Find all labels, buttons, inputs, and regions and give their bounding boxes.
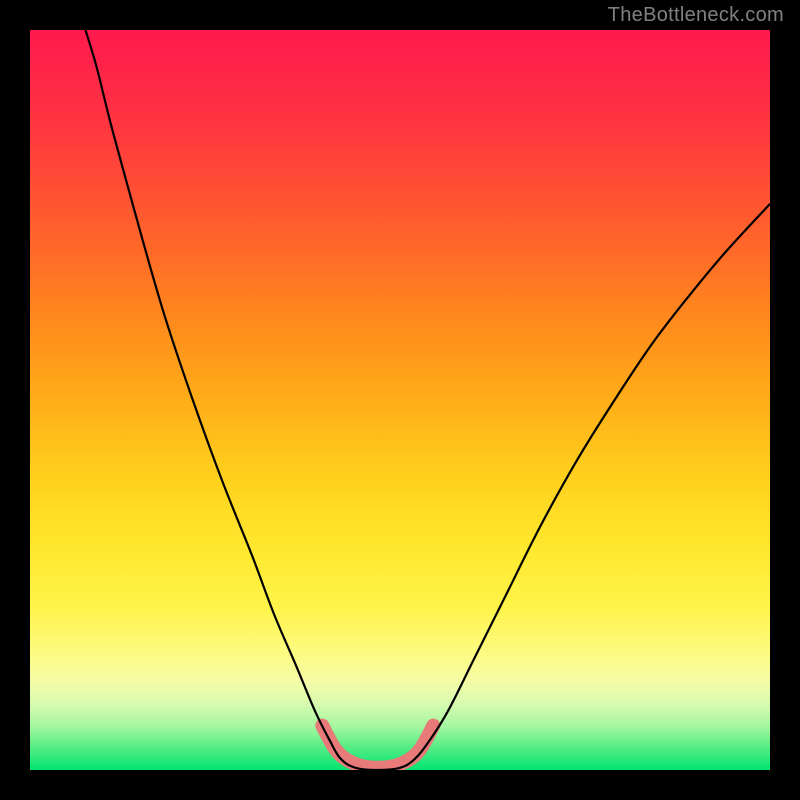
bottleneck-chart bbox=[0, 0, 800, 800]
gradient-background bbox=[30, 30, 770, 770]
watermark-text: TheBottleneck.com bbox=[608, 4, 784, 27]
